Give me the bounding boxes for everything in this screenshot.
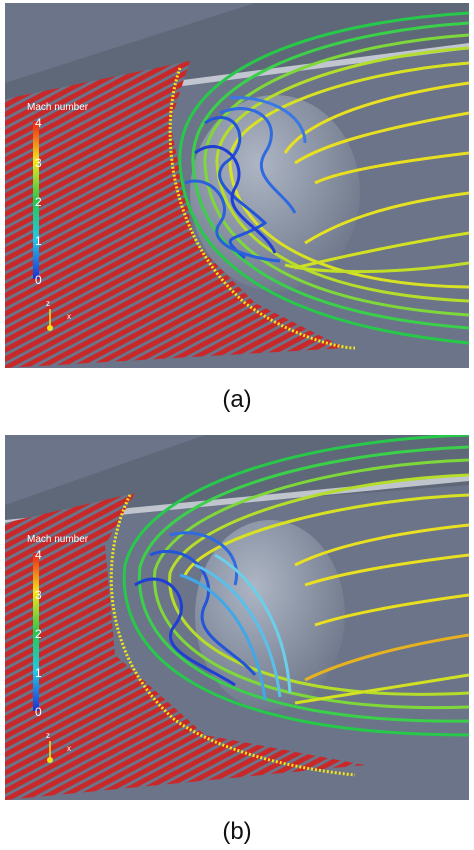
streamline xyxy=(179,573,267,701)
colorbar-tick: 2 xyxy=(35,195,42,209)
colorbar-tick: 3 xyxy=(35,588,42,602)
streamline xyxy=(184,179,281,263)
streamline xyxy=(183,493,469,576)
streamline xyxy=(294,673,469,705)
flow-visualization-a: Mach number 4 3 2 1 0 z x xyxy=(5,3,469,368)
streamline xyxy=(204,116,268,260)
streamline xyxy=(229,96,307,144)
z-axis-label: z xyxy=(46,299,50,308)
x-axis-label: x xyxy=(67,744,71,753)
streamline xyxy=(215,46,469,303)
streamline xyxy=(294,523,469,567)
colorbar-tick: 3 xyxy=(35,156,42,170)
streamline xyxy=(122,435,469,737)
streamlines xyxy=(122,435,469,737)
colorbar-tick: 4 xyxy=(35,116,42,130)
streamline xyxy=(203,33,469,317)
streamline xyxy=(194,145,277,254)
striped-floor xyxy=(5,493,365,800)
streamline xyxy=(194,563,282,698)
streamline xyxy=(304,633,469,682)
visualization-panel-b: Mach number 4 3 2 1 0 z x xyxy=(5,435,469,800)
z-axis-label: z xyxy=(46,731,50,740)
streamline xyxy=(153,458,469,710)
colorbar xyxy=(33,121,39,279)
colorbar xyxy=(33,553,39,711)
streamline xyxy=(284,261,469,274)
striped-floor xyxy=(5,61,345,368)
streamline xyxy=(294,111,469,165)
shock-front xyxy=(109,494,356,777)
flow-visualization-b: Mach number 4 3 2 1 0 z x xyxy=(5,435,469,800)
colorbar-title: Mach number xyxy=(27,102,89,113)
streamline xyxy=(134,577,236,687)
colorbar-legend: Mach number 4 3 2 1 0 xyxy=(27,534,89,719)
streamline xyxy=(314,593,469,627)
colorbar-tick: 1 xyxy=(35,234,42,248)
sphere xyxy=(190,95,360,291)
axis-origin xyxy=(47,325,53,331)
axis-triad: z x xyxy=(46,299,71,331)
colorbar-tick: 0 xyxy=(35,273,42,287)
caption-a: (a) xyxy=(222,386,252,413)
axis-triad: z x xyxy=(46,731,71,763)
streamline xyxy=(168,473,469,696)
streamline xyxy=(191,21,469,330)
x-axis-label: x xyxy=(67,312,71,321)
caption-b: (b) xyxy=(222,818,252,845)
streamlines xyxy=(178,11,469,345)
streamline xyxy=(214,553,292,694)
colorbar-tick: 0 xyxy=(35,705,42,719)
streamline xyxy=(314,151,469,185)
streamline xyxy=(304,553,469,587)
colorbar-tick: 4 xyxy=(35,548,42,562)
axis-origin xyxy=(47,757,53,763)
streamline xyxy=(294,231,469,270)
colorbar-title: Mach number xyxy=(27,534,89,545)
streamline xyxy=(149,549,257,676)
streamline xyxy=(283,81,469,154)
colorbar-legend: Mach number 4 3 2 1 0 xyxy=(27,102,89,287)
streamline xyxy=(169,531,239,586)
streamline xyxy=(178,11,469,345)
colorbar-tick: 2 xyxy=(35,627,42,641)
x-axis-line xyxy=(49,749,66,761)
x-axis-line xyxy=(49,317,66,329)
colorbar-tick: 1 xyxy=(35,666,42,680)
streamline xyxy=(304,191,469,245)
streamline xyxy=(137,445,469,723)
streamline xyxy=(219,107,297,214)
visualization-panel-a: Mach number 4 3 2 1 0 z x xyxy=(5,3,469,368)
